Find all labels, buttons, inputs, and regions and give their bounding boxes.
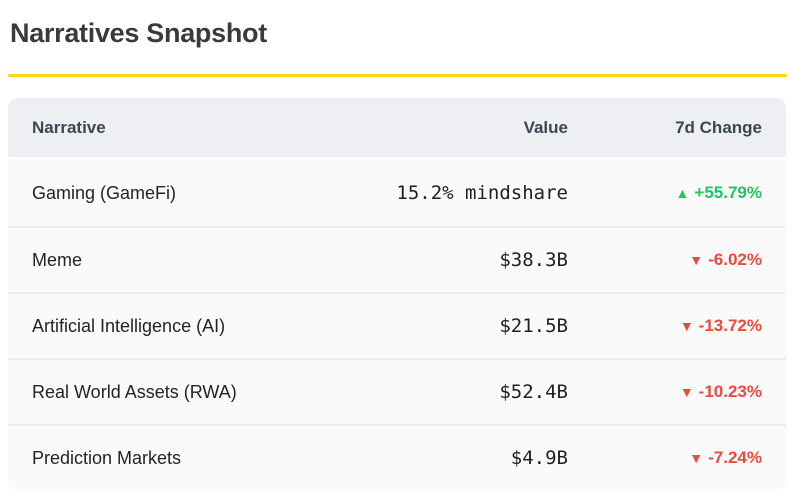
change-label: ▲ +55.79% bbox=[568, 183, 786, 203]
narrative-label: Real World Assets (RWA) bbox=[32, 381, 237, 402]
narrative-label: Gaming (GameFi) bbox=[32, 182, 177, 203]
narrative-label: Meme bbox=[32, 249, 83, 270]
value-label: $21.5B bbox=[499, 315, 568, 337]
change-value: +55.79% bbox=[694, 183, 762, 202]
change-label: ▼ -7.24% bbox=[568, 448, 786, 468]
header-narrative: Narrative bbox=[32, 117, 106, 137]
trend-arrow-icon: ▼ bbox=[679, 384, 694, 400]
table-row[interactable]: Real World Assets (RWA) $52.4B ▼ -10.23% bbox=[8, 358, 786, 424]
table-row[interactable]: Gaming (GameFi) 15.2% mindshare ▲ +55.79% bbox=[8, 160, 786, 226]
change-label: ▼ -10.23% bbox=[568, 382, 786, 402]
change-value: -7.24% bbox=[708, 448, 762, 467]
trend-arrow-icon: ▼ bbox=[689, 252, 704, 268]
change-value: -10.23% bbox=[698, 382, 762, 401]
table-row[interactable]: Prediction Markets $4.9B ▼ -7.24% bbox=[8, 424, 786, 490]
change-label: ▼ -6.02% bbox=[568, 250, 786, 270]
header-7d-change: 7d Change bbox=[675, 117, 762, 137]
page-title: Narratives Snapshot bbox=[10, 18, 267, 48]
narrative-label: Prediction Markets bbox=[32, 447, 182, 468]
table-row[interactable]: Meme $38.3B ▼ -6.02% bbox=[8, 226, 786, 292]
header-value: Value bbox=[523, 117, 568, 137]
value-label: 15.2% mindshare bbox=[396, 182, 568, 204]
title-accent-underline bbox=[8, 74, 787, 77]
trend-arrow-icon: ▼ bbox=[689, 450, 704, 466]
table-header-row: Narrative Value 7d Change bbox=[8, 98, 786, 157]
change-value: -13.72% bbox=[698, 316, 762, 335]
value-label: $38.3B bbox=[499, 249, 568, 271]
value-label: $4.9B bbox=[510, 447, 568, 469]
narratives-table-card: Narrative Value 7d Change Gaming (GameFi… bbox=[8, 98, 786, 490]
table-body: Gaming (GameFi) 15.2% mindshare ▲ +55.79%… bbox=[8, 157, 786, 490]
change-value: -6.02% bbox=[708, 250, 762, 269]
value-label: $52.4B bbox=[499, 381, 568, 403]
narrative-label: Artificial Intelligence (AI) bbox=[32, 315, 226, 336]
table-row[interactable]: Artificial Intelligence (AI) $21.5B ▼ -13… bbox=[8, 292, 786, 358]
trend-arrow-icon: ▲ bbox=[675, 185, 690, 201]
trend-arrow-icon: ▼ bbox=[679, 318, 694, 334]
change-label: ▼ -13.72% bbox=[568, 316, 786, 336]
